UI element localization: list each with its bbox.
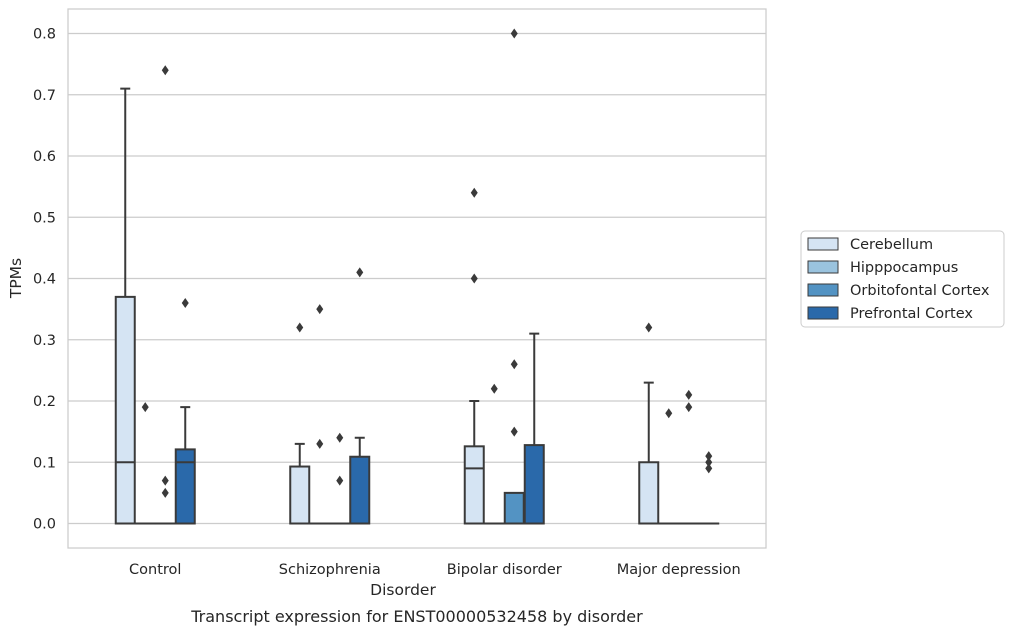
y-axis-title: TPMs [7, 258, 25, 299]
outlier-marker [490, 383, 498, 394]
outlier-marker [510, 426, 518, 437]
y-tick-label: 0.8 [33, 27, 56, 43]
outlier-marker [645, 322, 653, 333]
legend-label: Prefrontal Cortex [850, 306, 973, 322]
outlier-marker [161, 65, 169, 76]
outlier-marker [470, 273, 478, 284]
box-body [174, 448, 196, 525]
outlier-marker [296, 322, 304, 333]
outlier-marker [510, 359, 518, 370]
legend: Cerebellum Hipppocampus Orbitofontal Corte… [800, 230, 1005, 328]
outlier-marker [161, 475, 169, 486]
legend-swatch [807, 306, 839, 320]
x-tick-label: Bipolar disorder [447, 562, 562, 578]
outlier-marker [470, 187, 478, 198]
outlier-marker [665, 408, 673, 419]
box-layer [114, 28, 720, 525]
legend-frame [800, 230, 1005, 328]
outlier-marker [705, 451, 713, 462]
box-cerebellum-2 [463, 187, 485, 525]
y-tick-label: 0.4 [33, 272, 56, 288]
y-tick-label: 0.0 [33, 517, 56, 533]
legend-label: Orbitofontal Cortex [850, 283, 990, 299]
x-axis-title: Disorder [370, 581, 436, 599]
outlier-marker [705, 457, 713, 468]
box-cerebellum-1 [289, 322, 311, 525]
legend-label: Cerebellum [850, 237, 933, 253]
box-cerebellum-3 [638, 322, 660, 525]
outlier-marker [316, 438, 324, 449]
legend-swatch [807, 283, 839, 297]
box-body [289, 465, 311, 525]
legend-swatch [807, 237, 839, 251]
outlier-marker [510, 28, 518, 39]
x-tick-label: Major depression [617, 562, 741, 578]
box-body [463, 445, 485, 525]
outlier-marker [161, 487, 169, 498]
y-tick-label: 0.2 [33, 394, 56, 410]
y-tick-label: 0.6 [33, 149, 56, 165]
y-tick-label: 0.3 [33, 333, 56, 349]
outlier-marker [141, 402, 149, 413]
outlier-marker [316, 304, 324, 315]
plot-frame [67, 8, 767, 549]
outlier-marker [685, 389, 693, 400]
box-body [503, 491, 525, 525]
outlier-marker [181, 298, 189, 308]
legend-label: Hipppocampus [850, 260, 958, 276]
box-prefrontal-cortex-1 [349, 267, 371, 525]
x-tick-labels: Control Schizophrenia Bipolar disorder Majo… [129, 562, 741, 578]
box-orbitofontal-cortex-2 [503, 28, 525, 525]
x-tick-label: Control [129, 562, 181, 578]
outlier-marker [685, 402, 693, 413]
chart-caption: Transcript expression for ENST0000053245… [190, 607, 643, 626]
box-body [114, 295, 136, 525]
y-tick-label: 0.1 [33, 455, 56, 471]
box-body [349, 455, 371, 525]
legend-swatch [807, 260, 839, 274]
y-tick-label: 0.7 [33, 88, 56, 104]
y-tick-label: 0.5 [33, 210, 56, 226]
box-hipppocampus-2 [483, 383, 505, 525]
outlier-marker [705, 463, 713, 474]
outlier-marker [336, 432, 344, 443]
y-tick-labels: 0.0 0.1 0.2 0.3 0.4 0.5 0.6 0.7 0.8 [33, 27, 56, 533]
box-body [638, 461, 660, 525]
box-cerebellum-0 [114, 87, 136, 525]
box-prefrontal-cortex-3 [698, 451, 720, 525]
outlier-marker [336, 475, 344, 486]
x-tick-label: Schizophrenia [279, 562, 381, 578]
box-prefrontal-cortex-0 [174, 298, 196, 525]
box-body [523, 444, 545, 525]
outlier-marker [356, 267, 364, 278]
box-prefrontal-cortex-2 [523, 332, 545, 525]
